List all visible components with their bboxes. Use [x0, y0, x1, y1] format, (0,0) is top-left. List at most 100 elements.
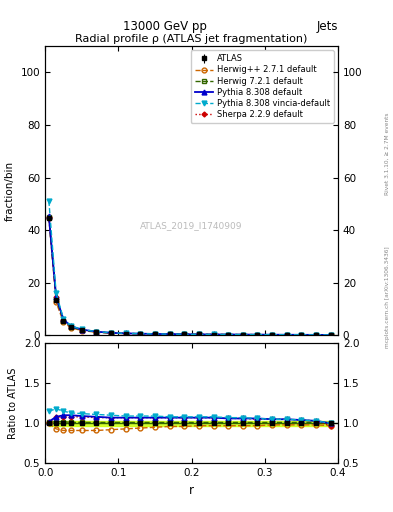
Legend: ATLAS, Herwig++ 2.7.1 default, Herwig 7.2.1 default, Pythia 8.308 default, Pythi: ATLAS, Herwig++ 2.7.1 default, Herwig 7.… [191, 50, 334, 123]
Pythia 8.308 default [255, 332, 260, 338]
Herwig 7.2.1 default [109, 330, 114, 336]
Sherpa 2.2.9 default [167, 331, 172, 337]
Pythia 8.308 vincia-default [182, 331, 187, 337]
Pythia 8.308 vincia-default [167, 331, 172, 337]
Herwig++ 2.7.1 default [299, 332, 304, 338]
Text: Rivet 3.1.10, ≥ 2.7M events: Rivet 3.1.10, ≥ 2.7M events [385, 112, 390, 195]
Herwig 7.2.1 default [241, 332, 245, 338]
Pythia 8.308 vincia-default [196, 331, 201, 337]
Line: Sherpa 2.2.9 default: Sherpa 2.2.9 default [47, 216, 332, 337]
Sherpa 2.2.9 default [54, 294, 59, 300]
Text: mcplots.cern.ch [arXiv:1306.3436]: mcplots.cern.ch [arXiv:1306.3436] [385, 246, 390, 348]
Pythia 8.308 vincia-default [314, 332, 318, 338]
Herwig 7.2.1 default [123, 330, 128, 336]
Pythia 8.308 vincia-default [61, 316, 66, 322]
Herwig++ 2.7.1 default [79, 328, 84, 334]
Text: Jets: Jets [316, 20, 338, 33]
Pythia 8.308 vincia-default [109, 330, 114, 336]
Text: ATLAS_2019_I1740909: ATLAS_2019_I1740909 [140, 221, 243, 230]
Herwig 7.2.1 default [54, 296, 59, 302]
Herwig++ 2.7.1 default [54, 300, 59, 306]
Sherpa 2.2.9 default [94, 329, 99, 335]
Line: Pythia 8.308 vincia-default: Pythia 8.308 vincia-default [46, 198, 333, 337]
Pythia 8.308 vincia-default [285, 332, 289, 338]
Sherpa 2.2.9 default [211, 331, 216, 337]
Herwig 7.2.1 default [167, 331, 172, 337]
Herwig++ 2.7.1 default [270, 332, 274, 338]
Pythia 8.308 default [182, 331, 187, 337]
Sherpa 2.2.9 default [299, 332, 304, 338]
Herwig 7.2.1 default [196, 331, 201, 337]
Pythia 8.308 default [211, 331, 216, 337]
Pythia 8.308 default [68, 323, 73, 329]
Herwig++ 2.7.1 default [167, 331, 172, 337]
Y-axis label: fraction/bin: fraction/bin [5, 161, 15, 221]
Herwig 7.2.1 default [61, 317, 66, 324]
Pythia 8.308 default [152, 331, 157, 337]
Pythia 8.308 default [314, 332, 318, 338]
Pythia 8.308 vincia-default [123, 330, 128, 336]
Pythia 8.308 vincia-default [54, 290, 59, 296]
Herwig 7.2.1 default [255, 332, 260, 338]
Pythia 8.308 default [241, 331, 245, 337]
Sherpa 2.2.9 default [46, 214, 51, 220]
Sherpa 2.2.9 default [226, 331, 231, 337]
Pythia 8.308 default [167, 331, 172, 337]
Herwig++ 2.7.1 default [109, 330, 114, 336]
Sherpa 2.2.9 default [61, 316, 66, 323]
Sherpa 2.2.9 default [109, 330, 114, 336]
X-axis label: r: r [189, 484, 194, 497]
Sherpa 2.2.9 default [182, 331, 187, 337]
Pythia 8.308 default [123, 330, 128, 336]
Herwig++ 2.7.1 default [152, 331, 157, 337]
Pythia 8.308 vincia-default [94, 329, 99, 335]
Pythia 8.308 vincia-default [68, 323, 73, 329]
Pythia 8.308 default [196, 331, 201, 337]
Herwig++ 2.7.1 default [226, 332, 231, 338]
Pythia 8.308 vincia-default [299, 332, 304, 338]
Herwig 7.2.1 default [211, 331, 216, 337]
Pythia 8.308 default [138, 331, 143, 337]
Sherpa 2.2.9 default [123, 330, 128, 336]
Pythia 8.308 default [226, 331, 231, 337]
Pythia 8.308 default [61, 316, 66, 323]
Herwig++ 2.7.1 default [328, 332, 333, 338]
Pythia 8.308 vincia-default [226, 331, 231, 337]
Sherpa 2.2.9 default [328, 332, 333, 338]
Line: Herwig 7.2.1 default: Herwig 7.2.1 default [46, 215, 333, 337]
Pythia 8.308 default [79, 327, 84, 333]
Pythia 8.308 default [328, 332, 333, 338]
Herwig 7.2.1 default [68, 324, 73, 330]
Herwig 7.2.1 default [94, 329, 99, 335]
Herwig++ 2.7.1 default [182, 331, 187, 337]
Sherpa 2.2.9 default [285, 332, 289, 338]
Herwig 7.2.1 default [314, 332, 318, 338]
Herwig 7.2.1 default [328, 332, 333, 338]
Y-axis label: Ratio to ATLAS: Ratio to ATLAS [8, 368, 18, 439]
Pythia 8.308 vincia-default [241, 331, 245, 337]
Herwig++ 2.7.1 default [314, 332, 318, 338]
Herwig++ 2.7.1 default [123, 331, 128, 337]
Text: 13000 GeV pp: 13000 GeV pp [123, 20, 207, 33]
Herwig 7.2.1 default [79, 327, 84, 333]
Pythia 8.308 vincia-default [211, 331, 216, 337]
Herwig 7.2.1 default [270, 332, 274, 338]
Sherpa 2.2.9 default [241, 331, 245, 337]
Herwig 7.2.1 default [138, 331, 143, 337]
Pythia 8.308 vincia-default [152, 331, 157, 337]
Pythia 8.308 default [109, 330, 114, 336]
Herwig++ 2.7.1 default [196, 331, 201, 337]
Herwig++ 2.7.1 default [211, 331, 216, 337]
Pythia 8.308 default [94, 329, 99, 335]
Line: Pythia 8.308 default: Pythia 8.308 default [46, 214, 333, 337]
Pythia 8.308 vincia-default [255, 332, 260, 338]
Sherpa 2.2.9 default [138, 331, 143, 337]
Sherpa 2.2.9 default [270, 332, 274, 338]
Sherpa 2.2.9 default [255, 332, 260, 338]
Pythia 8.308 default [46, 213, 51, 219]
Pythia 8.308 vincia-default [328, 332, 333, 338]
Title: Radial profile ρ (ATLAS jet fragmentation): Radial profile ρ (ATLAS jet fragmentatio… [75, 34, 308, 44]
Herwig++ 2.7.1 default [241, 332, 245, 338]
Line: Herwig++ 2.7.1 default: Herwig++ 2.7.1 default [46, 216, 333, 337]
Pythia 8.308 default [299, 332, 304, 338]
